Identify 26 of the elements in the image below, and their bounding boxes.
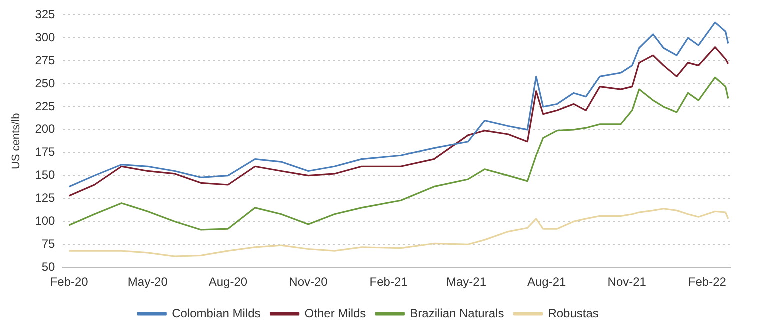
y-tick-label: 50: [42, 260, 56, 274]
legend-label: Brazilian Naturals: [410, 306, 504, 320]
x-tick-label: Nov-20: [289, 275, 328, 290]
y-tick-label: 275: [35, 53, 56, 68]
y-tick-label: 75: [42, 236, 56, 251]
y-tick-label: 250: [35, 76, 56, 90]
x-tick-label: Aug-21: [527, 275, 566, 290]
y-tick-label: 300: [35, 30, 56, 44]
y-tick-label: 225: [35, 99, 56, 114]
x-tick-label: May-20: [128, 275, 168, 290]
y-tick-label: 100: [35, 214, 56, 228]
legend-label: Colombian Milds: [172, 306, 261, 320]
x-tick-label: May-21: [446, 275, 487, 290]
y-tick-label: 175: [35, 145, 56, 160]
x-tick-label: Feb-22: [688, 275, 727, 290]
x-tick-label: Feb-20: [50, 275, 89, 290]
y-tick-label: 325: [35, 8, 56, 22]
y-tick-label: 125: [35, 191, 56, 206]
legend-label: Robustas: [548, 306, 599, 320]
x-tick-label: Aug-20: [208, 275, 248, 290]
x-tick-label: Nov-21: [608, 275, 647, 290]
x-tick-label: Feb-21: [370, 275, 408, 290]
y-tick-label: 150: [35, 168, 56, 182]
y-axis-title: US cents/lb: [10, 113, 23, 170]
legend-label: Other Milds: [304, 306, 366, 320]
y-tick-label: 200: [35, 122, 56, 136]
